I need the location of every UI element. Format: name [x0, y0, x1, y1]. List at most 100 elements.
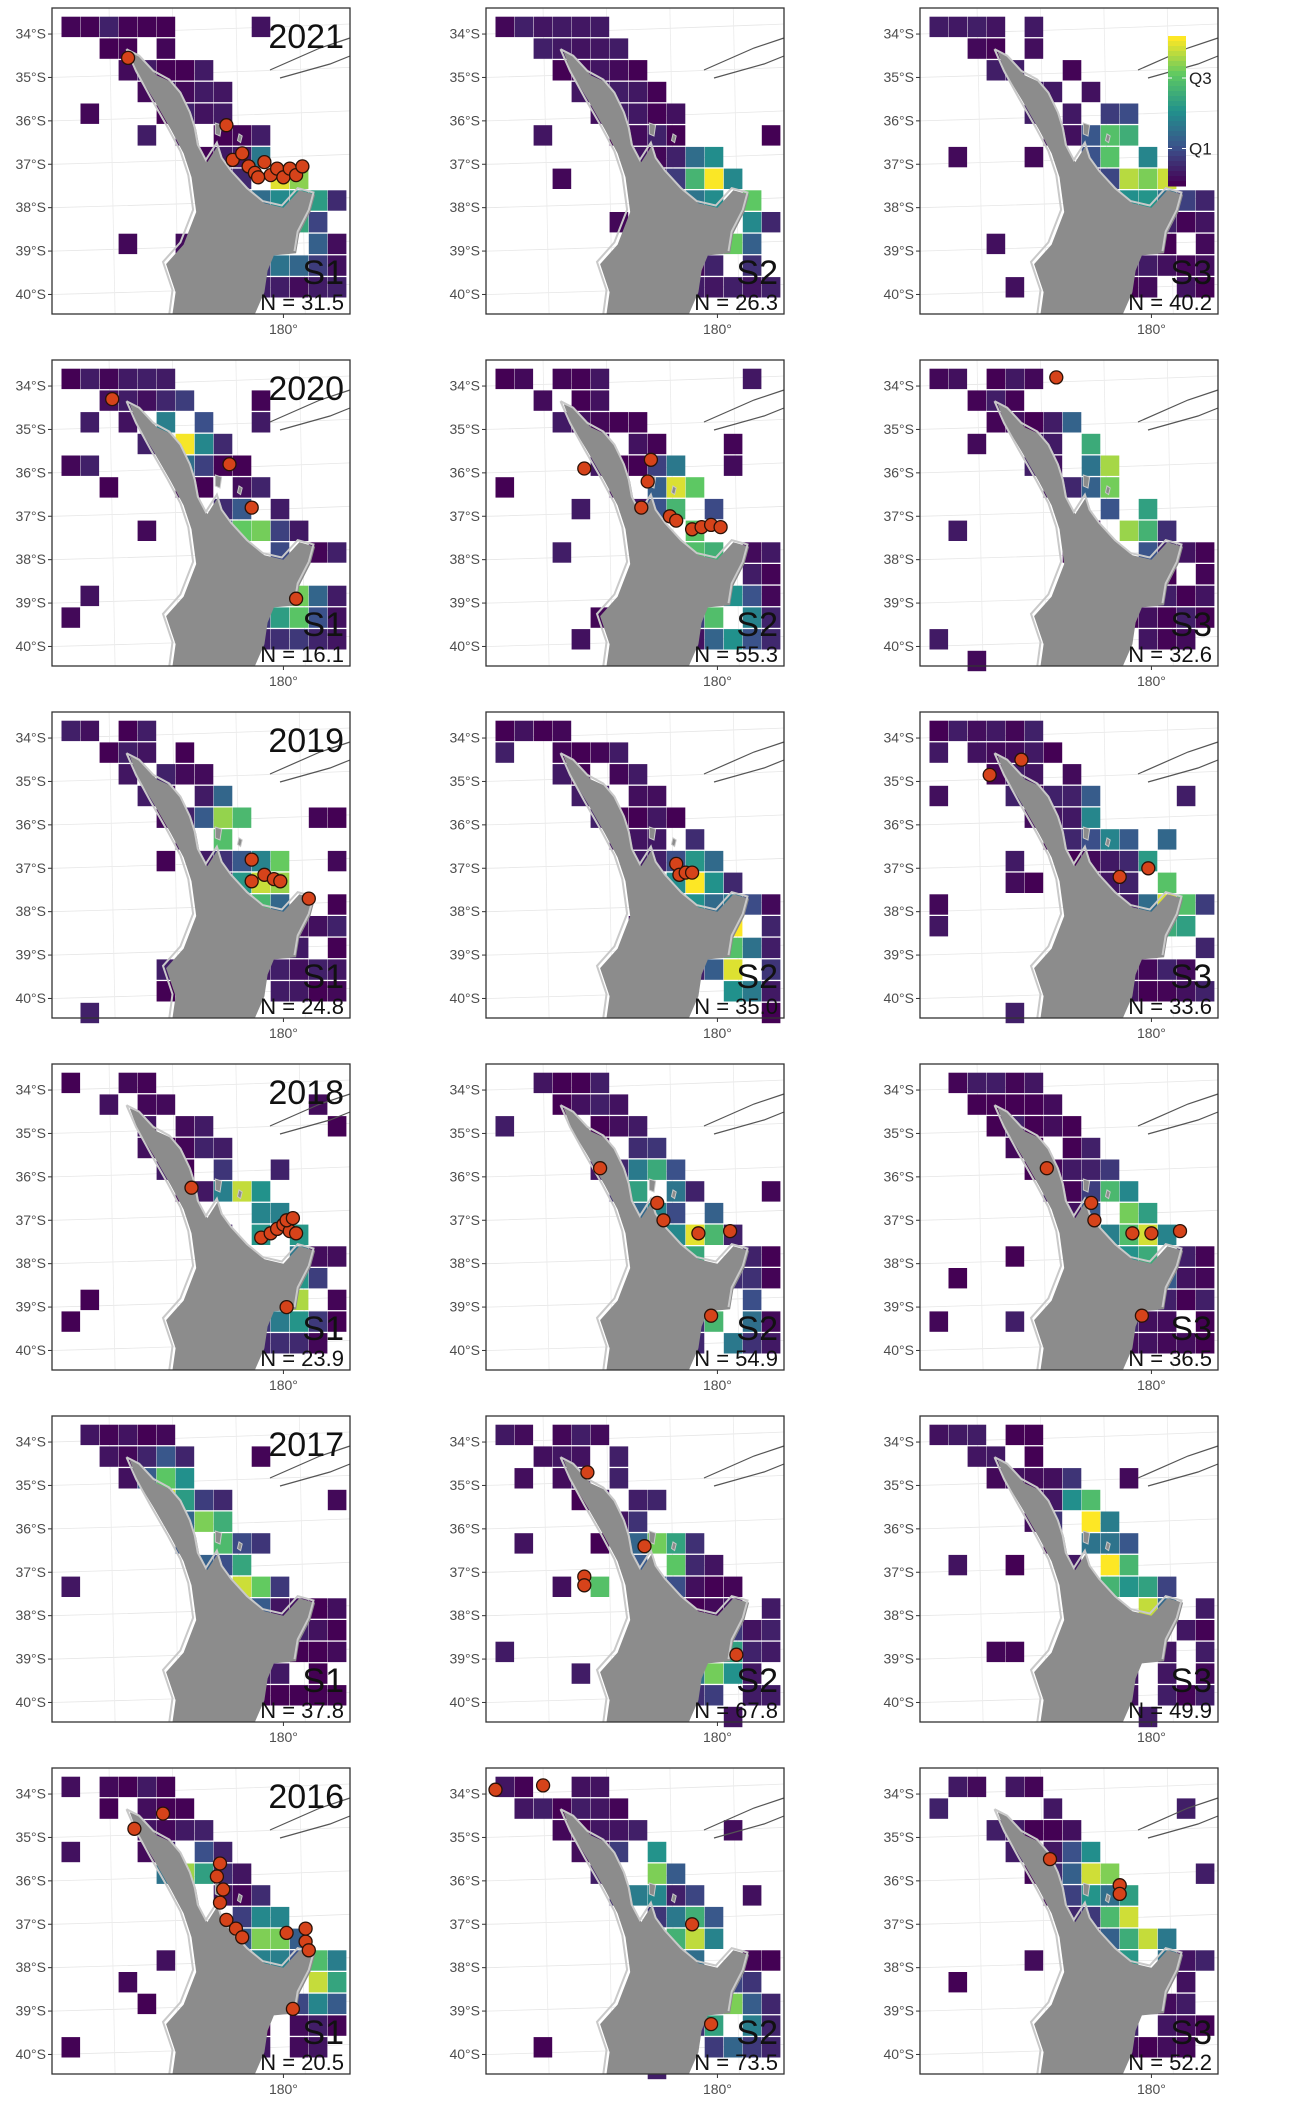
heatmap-cell — [232, 455, 252, 476]
heatmap-cell — [685, 1554, 705, 1576]
heatmap-cell — [967, 1446, 987, 1467]
graticule-line — [51, 1079, 351, 1091]
heatmap-cell — [1119, 1906, 1139, 1928]
heatmap-cell — [1100, 498, 1120, 520]
heatmap-cell — [118, 1424, 138, 1446]
heatmap-cell — [251, 477, 271, 498]
heatmap-cell — [1081, 1511, 1101, 1532]
heatmap-cell — [137, 742, 157, 763]
y-axis-label: 40°S — [883, 1694, 914, 1710]
y-axis-label: 39°S — [883, 947, 914, 963]
heatmap-cell — [61, 720, 81, 742]
n-label: N = 52.2 — [1128, 2050, 1212, 2075]
heatmap-cell — [213, 433, 233, 455]
coastline-east — [126, 1104, 315, 1308]
heatmap-cell — [1138, 629, 1158, 650]
heatmap-cell — [723, 1663, 743, 1684]
heatmap-cell — [666, 146, 686, 168]
colorbar-step — [1168, 121, 1186, 127]
y-axis-label: 36°S — [449, 1168, 480, 1184]
heatmap-cell — [1100, 1159, 1120, 1180]
graticule-line — [542, 1415, 550, 1723]
observation-point — [250, 170, 266, 185]
land-island — [1082, 1530, 1091, 1545]
observation-point — [301, 1943, 316, 1958]
heatmap-cell — [308, 1311, 328, 1332]
heatmap-cell — [533, 38, 553, 59]
colorbar-step — [1168, 71, 1186, 77]
heatmap-cell — [1157, 981, 1177, 1002]
panel-border — [51, 7, 351, 315]
heatmap-cell — [495, 1116, 515, 1137]
contour-line — [703, 37, 785, 71]
contour-line — [269, 389, 351, 423]
heatmap-cell — [137, 720, 157, 742]
heatmap-cell — [1081, 1137, 1101, 1159]
heatmap-cell — [590, 1798, 610, 1819]
heatmap-cell — [1157, 255, 1177, 276]
panel-border — [485, 1415, 785, 1723]
heatmap-cell — [704, 1224, 724, 1245]
contour-line — [1137, 1445, 1219, 1479]
heatmap-cell — [232, 1863, 252, 1884]
heatmap-cell — [80, 1289, 100, 1311]
heatmap-cell — [308, 2037, 328, 2058]
heatmap-cell — [628, 433, 648, 455]
heatmap-cell — [628, 1137, 648, 1159]
heatmap-cell — [1176, 1333, 1196, 1354]
heatmap-cell — [327, 981, 347, 1002]
heatmap-cell — [137, 1424, 157, 1446]
heatmap-cell — [327, 255, 347, 276]
heatmap-cell — [99, 38, 119, 59]
heatmap-cell — [647, 807, 667, 828]
y-axis-label: 38°S — [449, 1255, 480, 1271]
y-axis-label: 35°S — [449, 1477, 480, 1493]
heatmap-cell — [308, 233, 328, 255]
heatmap-cell — [80, 16, 100, 38]
heatmap-cell — [685, 829, 705, 850]
heatmap-cell — [967, 38, 987, 59]
y-axis-label: 36°S — [15, 1168, 46, 1184]
heatmap-cell — [289, 1311, 309, 1332]
heatmap-cell — [327, 277, 347, 298]
heatmap-cell — [571, 1424, 591, 1446]
heatmap-cell — [327, 190, 347, 211]
heatmap-cell — [647, 103, 667, 124]
y-axis-label: 40°S — [15, 990, 46, 1006]
colorbar-step — [1168, 156, 1186, 162]
heatmap-cell — [761, 1333, 781, 1354]
observation-point — [703, 1308, 719, 1323]
y-axis-label: 37°S — [883, 1916, 914, 1932]
heatmap-cell — [590, 368, 610, 390]
season-label: S3 — [1170, 2014, 1212, 2052]
observation-point — [1039, 1161, 1054, 1176]
y-axis-label: 38°S — [15, 1607, 46, 1623]
land-island — [214, 1178, 223, 1193]
y-axis-label: 39°S — [883, 1651, 914, 1667]
n-label: N = 40.2 — [1128, 290, 1212, 315]
heatmap-cell — [308, 1663, 328, 1684]
heatmap-cell — [61, 16, 81, 38]
heatmap-cell — [137, 1798, 157, 1819]
coastline-west — [125, 1104, 195, 1371]
coastline-west — [993, 752, 1063, 1019]
panel-border — [919, 1063, 1219, 1371]
heatmap-cell — [628, 125, 648, 146]
y-axis-label: 35°S — [883, 1829, 914, 1845]
season-label: S1 — [302, 1310, 344, 1348]
heatmap-cell — [1195, 2015, 1215, 2036]
colorbar-step — [1168, 161, 1186, 167]
heatmap-cell — [118, 1776, 138, 1798]
heatmap-cell — [723, 2037, 743, 2058]
x-axis-label: 180° — [269, 1729, 298, 1745]
heatmap-cell — [1176, 1993, 1196, 2015]
heatmap-cell — [929, 785, 949, 807]
land-island — [236, 837, 243, 848]
panel-2017-S3: 34°S 35°S 36°S 37°S 38°S 39°S 40°S 180° S3N = 49… — [883, 1415, 1219, 1745]
land-north-island — [563, 1812, 750, 2074]
heatmap-cell — [289, 959, 309, 980]
panel-2017-S1: 34°S 35°S 36°S 37°S 38°S 39°S 40°S 180° 2017 S1N … — [15, 1415, 351, 1745]
heatmap-cell — [327, 1116, 347, 1137]
observation-point — [295, 159, 310, 174]
heatmap-cell — [1138, 959, 1158, 980]
